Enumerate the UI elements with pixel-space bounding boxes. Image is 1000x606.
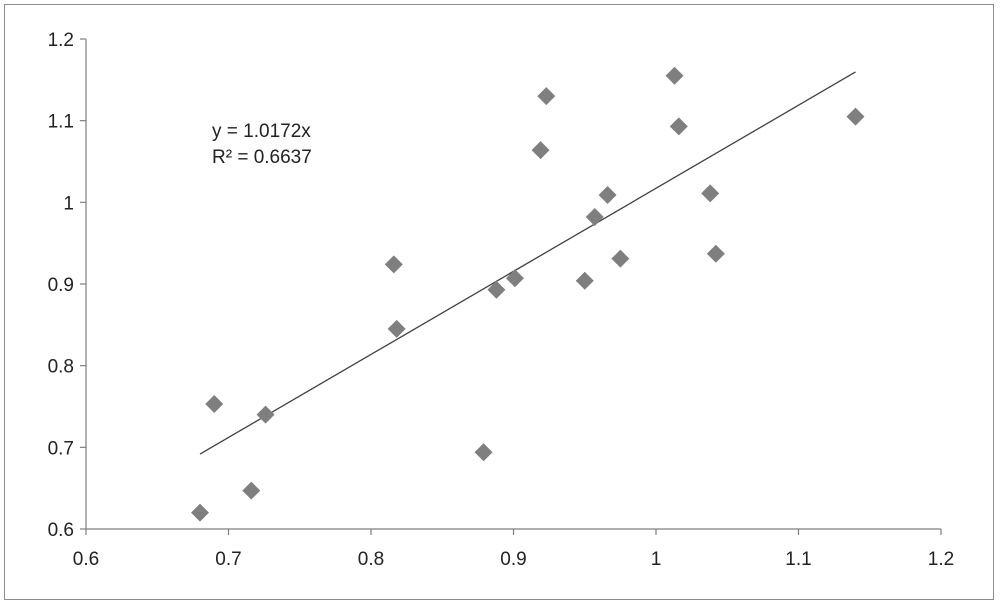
x-tick-label: 1.2 — [928, 549, 954, 570]
data-point — [701, 184, 720, 203]
y-tick-label: 1.1 — [48, 112, 74, 133]
y-tick-label: 0.6 — [48, 520, 74, 541]
axes: 0.6 0.7 0.8 0.9 1 1.1 1.2 0.6 0.7 0.8 0.9 1 1.1 1.2 — [48, 30, 955, 570]
data-point — [611, 249, 630, 268]
y-tick-label: 0.7 — [48, 438, 74, 459]
data-point — [474, 443, 493, 462]
x-tick-label: 1.1 — [785, 549, 811, 570]
data-point — [387, 319, 406, 338]
y-tick-label: 0.9 — [48, 275, 74, 296]
trendline-equation: y = 1.0172x R² = 0.6637 — [212, 121, 312, 168]
data-point — [575, 271, 594, 290]
trendline — [199, 71, 856, 455]
r-squared-text: R² = 0.6637 — [212, 147, 312, 168]
scatter-chart: 0.6 0.7 0.8 0.9 1 1.1 1.2 0.6 0.7 0.8 0.9 1 1.1 1.2 y… — [48, 30, 955, 570]
data-point — [242, 481, 261, 500]
x-tick-label: 0.6 — [73, 549, 99, 570]
data-point — [191, 503, 209, 522]
data-point — [665, 66, 684, 85]
trendline-equation-text: y = 1.0172x — [212, 121, 311, 142]
y-tick-label: 1.2 — [48, 30, 74, 51]
data-point — [537, 87, 556, 106]
x-tick-label: 0.8 — [358, 549, 384, 570]
data-point — [505, 269, 524, 288]
data-point — [487, 280, 506, 299]
x-tick-label: 0.9 — [500, 549, 526, 570]
data-point — [384, 255, 403, 274]
data-point — [205, 395, 224, 414]
chart-frame: 0.6 0.7 0.8 0.9 1 1.1 1.2 0.6 0.7 0.8 0.9 1 1.1 1.2 y… — [4, 4, 994, 600]
data-point — [256, 405, 275, 424]
y-tick-label: 1 — [63, 193, 74, 214]
trendline-layer — [199, 71, 856, 455]
y-tick-label: 0.8 — [48, 357, 74, 378]
x-tick-label: 0.7 — [215, 549, 241, 570]
data-point — [585, 208, 604, 227]
data-point — [706, 244, 725, 263]
data-point — [846, 107, 865, 126]
data-points — [191, 66, 865, 522]
data-point — [669, 117, 688, 136]
data-point — [598, 185, 617, 204]
x-tick-label: 1 — [651, 549, 662, 570]
data-point — [531, 141, 550, 160]
